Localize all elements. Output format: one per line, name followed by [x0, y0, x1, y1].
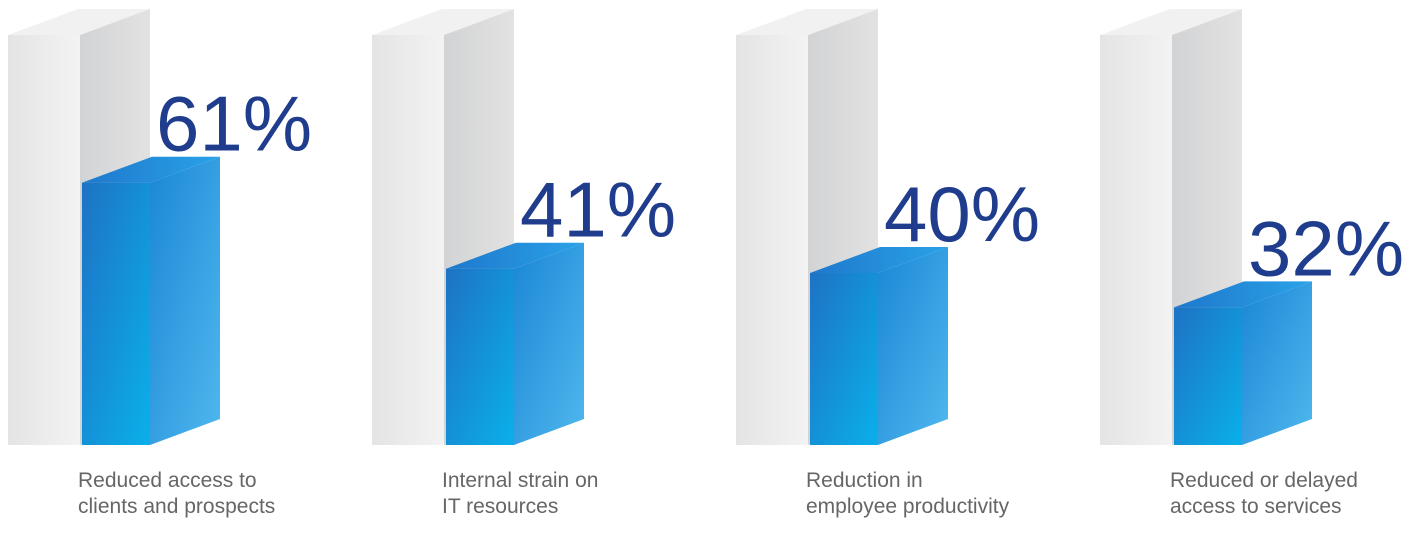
background-column-front [372, 35, 444, 445]
bar-front [1174, 307, 1242, 445]
background-column-top [736, 9, 878, 35]
background-column-top [8, 9, 150, 35]
bar-top [810, 247, 948, 273]
category-label: Reduced access to clients and prospects [78, 469, 276, 518]
bar-front [810, 273, 878, 445]
background-column-front [736, 35, 808, 445]
bar-series [82, 156, 1312, 445]
bar-front [82, 182, 150, 445]
background-column-front [8, 35, 80, 445]
bar [446, 242, 584, 445]
category-label: Reduction in employee productivity [806, 469, 1010, 518]
background-column-front [1100, 35, 1172, 445]
bar-side [150, 156, 220, 445]
bar-side [878, 247, 948, 445]
data-label: 32% [1248, 204, 1404, 292]
category-label: Reduced or delayed access to services [1170, 469, 1358, 518]
category-label: Internal strain on IT resources [442, 469, 599, 518]
bar-top [1174, 281, 1312, 308]
bar-top [446, 242, 584, 269]
bar-side [1242, 281, 1312, 445]
data-label: 41% [520, 166, 676, 254]
bar-top [82, 156, 220, 183]
data-label: 40% [884, 170, 1040, 258]
bar [1174, 281, 1312, 445]
data-labels: 61% 41% 40% 32% [156, 80, 1404, 293]
data-label: 61% [156, 80, 312, 168]
bar-front [446, 268, 514, 445]
background-column-top [1100, 9, 1242, 35]
bar [810, 247, 948, 445]
bar [82, 156, 220, 445]
background-column-top [372, 9, 514, 35]
bar-side [514, 242, 584, 445]
